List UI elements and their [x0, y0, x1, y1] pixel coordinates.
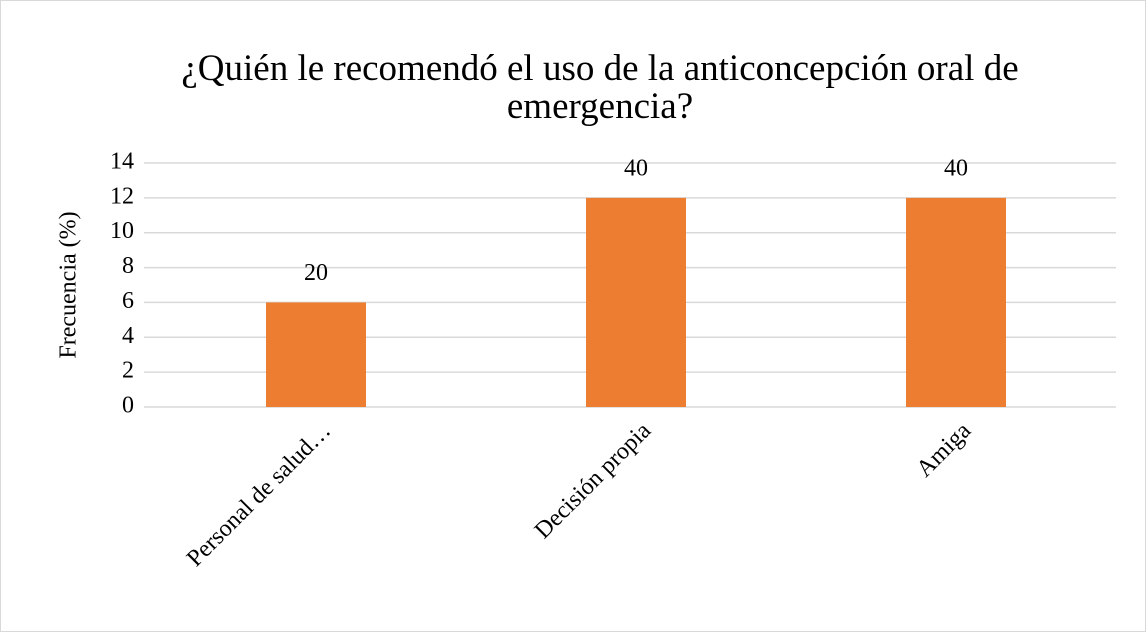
y-tick-label: 8 — [122, 253, 134, 279]
bar — [586, 197, 686, 407]
x-tick-label: Amiga — [912, 418, 977, 483]
x-tick-label: Decisión propia — [530, 418, 657, 545]
data-label: 40 — [624, 155, 648, 181]
y-tick-label: 14 — [110, 149, 134, 175]
data-label: 20 — [304, 260, 328, 286]
data-label: 40 — [944, 155, 968, 181]
y-tick-label: 6 — [122, 288, 134, 314]
y-tick-label: 12 — [110, 183, 134, 209]
chart-title: ¿Quién le recomendó el uso de la anticon… — [181, 48, 1019, 127]
y-tick-label: 4 — [122, 323, 134, 349]
bar — [266, 302, 366, 407]
bar — [906, 197, 1006, 407]
y-axis-label: Frecuencia (%) — [56, 211, 82, 358]
y-tick-label: 2 — [122, 358, 134, 384]
y-tick-label: 10 — [110, 218, 134, 244]
y-tick-label: 0 — [122, 393, 134, 419]
x-tick-label: Personal de salud… — [182, 418, 336, 572]
